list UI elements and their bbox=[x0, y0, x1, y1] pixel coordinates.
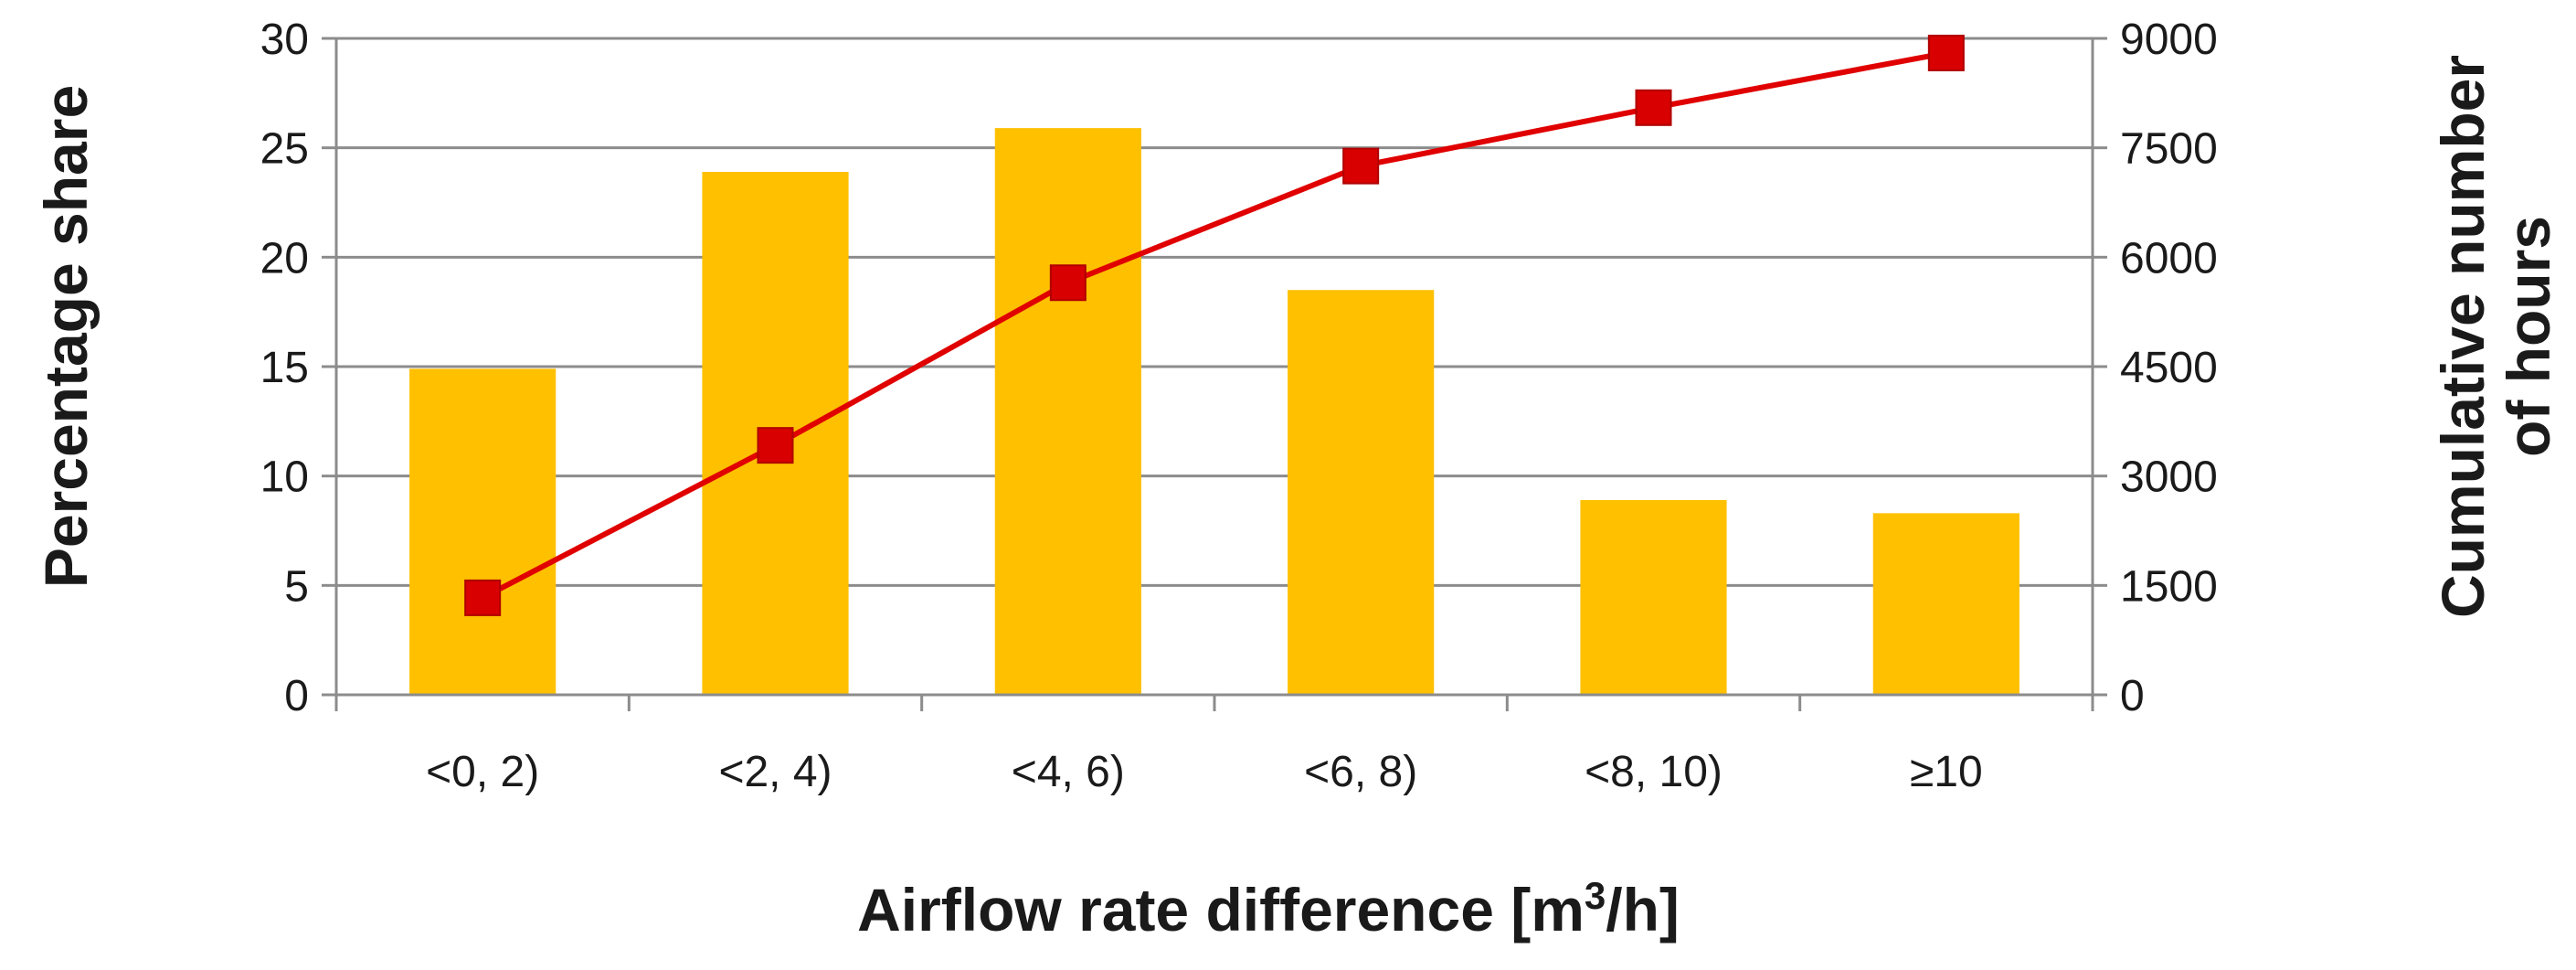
right-tick-label: 9000 bbox=[2120, 16, 2218, 64]
right-tick-label: 6000 bbox=[2120, 234, 2218, 282]
left-tick-label: 5 bbox=[284, 562, 309, 611]
x-axis-title: Airflow rate difference [m3/h] bbox=[857, 874, 1680, 943]
line-series bbox=[464, 34, 1965, 616]
line-marker bbox=[1927, 34, 1965, 71]
bar bbox=[1872, 513, 2019, 695]
right-axis-title-line-1: Cumulative number bbox=[2429, 55, 2496, 618]
right-tick-label: 0 bbox=[2120, 672, 2145, 720]
left-tick-label: 15 bbox=[260, 344, 309, 392]
bar bbox=[1288, 290, 1435, 695]
axes bbox=[322, 37, 2107, 711]
right-tick-label: 3000 bbox=[2120, 453, 2218, 502]
x-tick-label: ≥10 bbox=[1910, 748, 1983, 796]
bar bbox=[1580, 499, 1727, 695]
bar-series bbox=[409, 128, 2019, 696]
line-marker bbox=[1635, 89, 1672, 126]
left-axis-title: Percentage share bbox=[32, 85, 100, 588]
line-marker bbox=[1049, 264, 1087, 302]
x-tick-labels: <0, 2) <2, 4) <4, 6) <6, 8) <8, 10) ≥10 bbox=[426, 748, 1983, 796]
x-tick-label: <2, 4) bbox=[718, 748, 832, 796]
bar bbox=[409, 368, 557, 695]
right-tick-label: 4500 bbox=[2120, 344, 2218, 392]
x-tick-label: <6, 8) bbox=[1304, 748, 1417, 796]
left-tick-label: 0 bbox=[284, 672, 309, 720]
line-marker bbox=[464, 579, 502, 616]
bar bbox=[994, 128, 1141, 696]
cumulative-line bbox=[481, 50, 1947, 601]
left-tick-labels: 0 5 10 15 20 25 30 bbox=[260, 16, 309, 720]
x-axis-title-superscript: 3 bbox=[1585, 874, 1606, 917]
line-marker bbox=[757, 427, 794, 464]
x-tick-label: <4, 6) bbox=[1012, 748, 1125, 796]
left-tick-label: 25 bbox=[260, 125, 309, 174]
right-tick-label: 1500 bbox=[2120, 562, 2218, 611]
x-tick-label: <0, 2) bbox=[426, 748, 539, 796]
left-tick-label: 30 bbox=[260, 16, 309, 64]
left-tick-label: 20 bbox=[260, 234, 309, 282]
line-marker bbox=[1342, 147, 1380, 185]
right-axis-title-line-2: of hours bbox=[2495, 216, 2562, 457]
right-tick-labels: 0 1500 3000 4500 6000 7500 9000 bbox=[2120, 16, 2218, 720]
x-tick-label: <8, 10) bbox=[1585, 748, 1723, 796]
x-axis-title-suffix: /h] bbox=[1606, 876, 1680, 943]
x-axis-title-prefix: Airflow rate difference [m bbox=[857, 876, 1585, 943]
left-tick-label: 10 bbox=[260, 453, 309, 502]
gridlines bbox=[336, 37, 2093, 587]
right-tick-label: 7500 bbox=[2120, 125, 2218, 174]
